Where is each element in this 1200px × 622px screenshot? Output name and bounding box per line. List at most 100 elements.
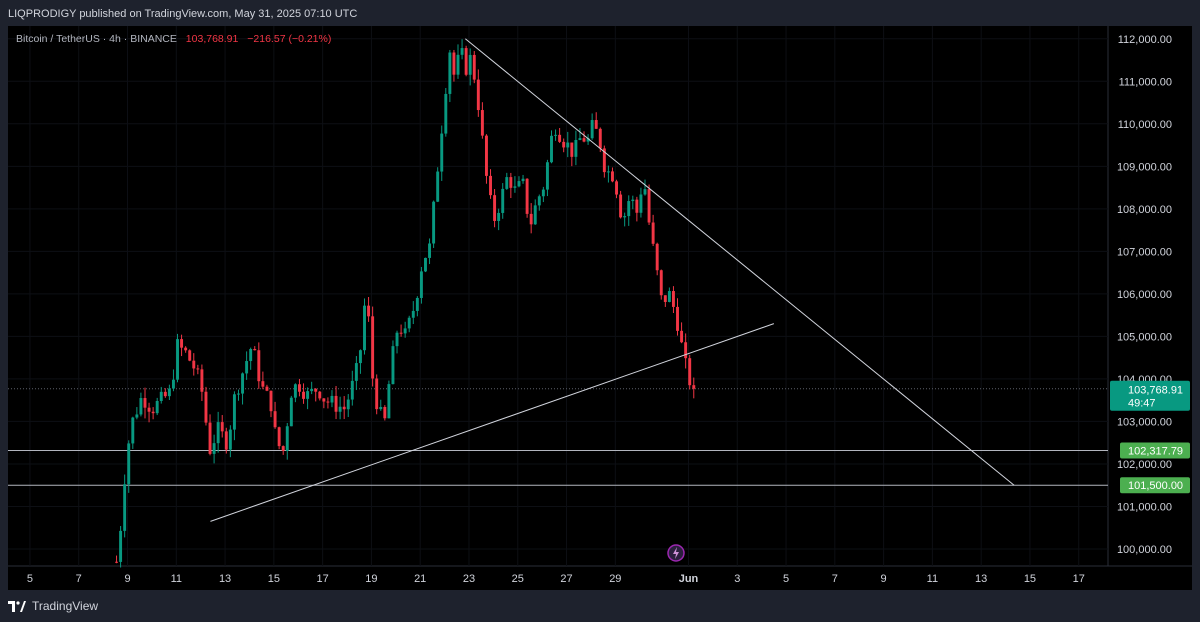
candle-body	[208, 422, 212, 454]
time-tick-label: Jun	[679, 573, 699, 585]
candle-body	[127, 443, 131, 485]
candle-body	[692, 385, 696, 389]
candle-body	[155, 401, 159, 414]
time-tick-label: 17	[317, 573, 329, 585]
candle-body	[147, 407, 151, 412]
horizontal-levels	[8, 388, 1108, 486]
candle-body	[676, 306, 679, 331]
candle-body	[391, 346, 395, 385]
candle-body	[525, 178, 529, 214]
symbol-name[interactable]: Bitcoin / TetherUS · 4h · BINANCE	[16, 33, 177, 45]
candle-body	[671, 291, 675, 307]
candle-body	[659, 270, 663, 296]
candle-body	[387, 384, 391, 419]
candle-body	[257, 350, 261, 382]
candle-body	[119, 530, 123, 562]
candle-body	[135, 414, 139, 418]
candle-body	[663, 295, 667, 302]
candle-body	[285, 426, 289, 451]
price-tick-label: 109,000.00	[1117, 161, 1172, 173]
symbol-legend[interactable]: Bitcoin / TetherUS · 4h · BINANCE 103,76…	[16, 33, 331, 45]
candle-body	[399, 332, 403, 334]
bar-countdown: 49:47	[1128, 398, 1156, 410]
candle-body	[440, 133, 444, 172]
candle-body	[456, 54, 460, 75]
candle-body	[371, 316, 375, 379]
chart-area[interactable]: 112,000.00 111,000.00 110,000.00 109,000.00…	[8, 26, 1192, 590]
trendlines[interactable]	[210, 38, 1015, 522]
candle-body	[212, 443, 216, 454]
publisher-line: LIQPRODIGY published on TradingView.com,…	[8, 8, 358, 20]
trendline[interactable]	[210, 323, 775, 522]
flash-event-icon[interactable]	[667, 544, 685, 562]
candle-body	[375, 378, 379, 410]
candle-body	[363, 305, 366, 351]
candle-body	[151, 411, 155, 414]
price-tick-label: 100,000.00	[1117, 544, 1172, 556]
candle-body	[176, 339, 179, 380]
candle-body	[639, 194, 643, 213]
candle-body	[358, 350, 362, 364]
candle-body	[460, 48, 464, 55]
candle-body	[647, 189, 651, 223]
candle-body	[631, 199, 635, 202]
candle-body	[424, 257, 427, 272]
candle-body	[582, 138, 586, 142]
candle-body	[619, 194, 623, 218]
candle-body	[163, 391, 167, 397]
time-tick-label: 9	[881, 573, 887, 585]
price-tick-label: 103,000.00	[1117, 416, 1172, 428]
time-tick-label: 17	[1073, 573, 1085, 585]
trendline[interactable]	[465, 38, 1015, 486]
candle-body	[643, 189, 647, 195]
candle-body	[505, 177, 509, 189]
candle-body	[635, 199, 639, 213]
candle-body	[302, 391, 305, 399]
candle-body	[562, 141, 566, 148]
candle-body	[680, 330, 684, 343]
candle-body	[545, 162, 549, 190]
candle-body	[139, 398, 143, 415]
candle-body	[334, 395, 338, 412]
candle-body	[452, 52, 456, 75]
candle-body	[578, 138, 582, 140]
time-tick-label: 5	[27, 573, 33, 585]
candle-body	[566, 142, 570, 148]
candle-body	[476, 79, 480, 111]
price-chart[interactable]: 112,000.00 111,000.00 110,000.00 109,000.00…	[8, 26, 1192, 590]
candle-body	[184, 347, 188, 351]
candle-body	[281, 446, 285, 451]
candle-body	[298, 384, 301, 392]
candle-body	[314, 388, 318, 392]
candle-body	[123, 484, 127, 531]
candle-body	[346, 399, 350, 410]
candle-body	[651, 222, 655, 244]
candle-body	[220, 422, 224, 432]
candle-body	[602, 148, 606, 173]
time-axis[interactable]: 5 7 9 11 13 15 17 19 21 23 25 27 29 Jun 3 5 7 9 11 13 15 17	[27, 573, 1085, 585]
candle-body	[415, 297, 419, 311]
price-tick-label: 102,000.00	[1117, 459, 1172, 471]
candle-body	[570, 142, 574, 157]
candles	[115, 39, 696, 568]
candle-body	[277, 427, 281, 447]
candle-body	[171, 379, 175, 389]
tradingview-logo-icon[interactable]	[8, 600, 26, 612]
candle-body	[322, 398, 326, 402]
grid	[8, 26, 1108, 566]
time-tick-label: 13	[975, 573, 987, 585]
footer-brand[interactable]: TradingView	[32, 599, 99, 613]
candle-body	[513, 186, 517, 188]
candle-body	[615, 181, 618, 195]
price-axis[interactable]: 112,000.00 111,000.00 110,000.00 109,000.00…	[1117, 34, 1172, 556]
candle-body	[143, 398, 147, 408]
price-tick-label: 110,000.00	[1118, 119, 1172, 131]
candle-body	[326, 401, 330, 403]
time-tick-label: 27	[560, 573, 572, 585]
candle-body	[501, 188, 505, 213]
candle-body	[444, 93, 448, 134]
price-tick-label: 111,000.00	[1119, 76, 1172, 88]
candle-body	[245, 361, 249, 374]
candle-body	[428, 243, 432, 258]
candle-body	[167, 388, 171, 397]
